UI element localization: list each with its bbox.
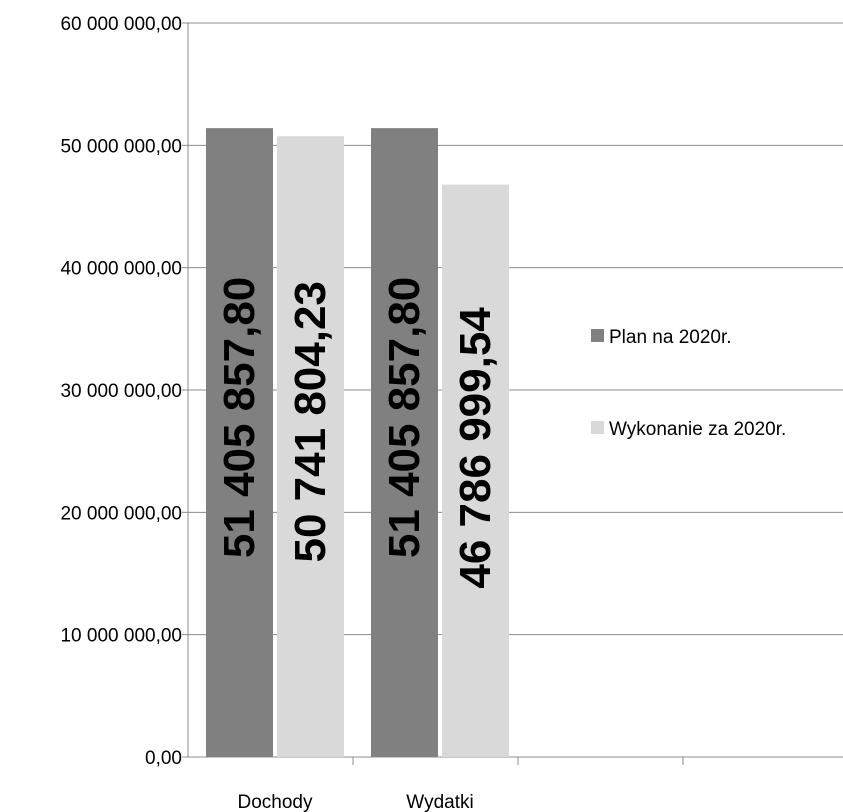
y-tick-label: 40 000 000,00: [60, 259, 182, 280]
bar: [371, 128, 438, 757]
axes: 0,00 10 000 000,00 20 000 000,00 30 000 000…: [60, 14, 843, 812]
y-tick-label: 50 000 000,00: [60, 136, 182, 157]
bar-value-label: 46 786 999,54: [451, 307, 500, 589]
y-tick-label: 60 000 000,00: [60, 14, 182, 35]
x-category-label: Wydatki: [406, 792, 473, 812]
legend-label: Plan na 2020r.: [609, 327, 732, 348]
legend-label: Wykonanie za 2020r.: [609, 419, 786, 440]
legend: Plan na 2020r. Wykonanie za 2020r.: [591, 327, 786, 440]
y-tick-label: 0,00: [145, 748, 182, 769]
bar-value-label: 51 405 857,80: [380, 277, 429, 558]
x-category-label: Dochody: [238, 792, 313, 812]
data-labels: 51 405 857,80 50 741 804,23 51 405 857,80 4…: [215, 277, 500, 589]
bar: [442, 184, 509, 757]
legend-swatch: [591, 421, 604, 434]
y-tick-label: 10 000 000,00: [60, 626, 182, 647]
bar-value-label: 50 741 804,23: [286, 281, 335, 562]
bar-value-label: 51 405 857,80: [215, 277, 264, 558]
bar: [277, 136, 344, 757]
y-tick-label: 20 000 000,00: [60, 503, 182, 524]
bars: [206, 128, 509, 757]
legend-swatch: [591, 329, 604, 342]
y-tick-label: 30 000 000,00: [60, 381, 182, 402]
bar: [206, 128, 273, 757]
